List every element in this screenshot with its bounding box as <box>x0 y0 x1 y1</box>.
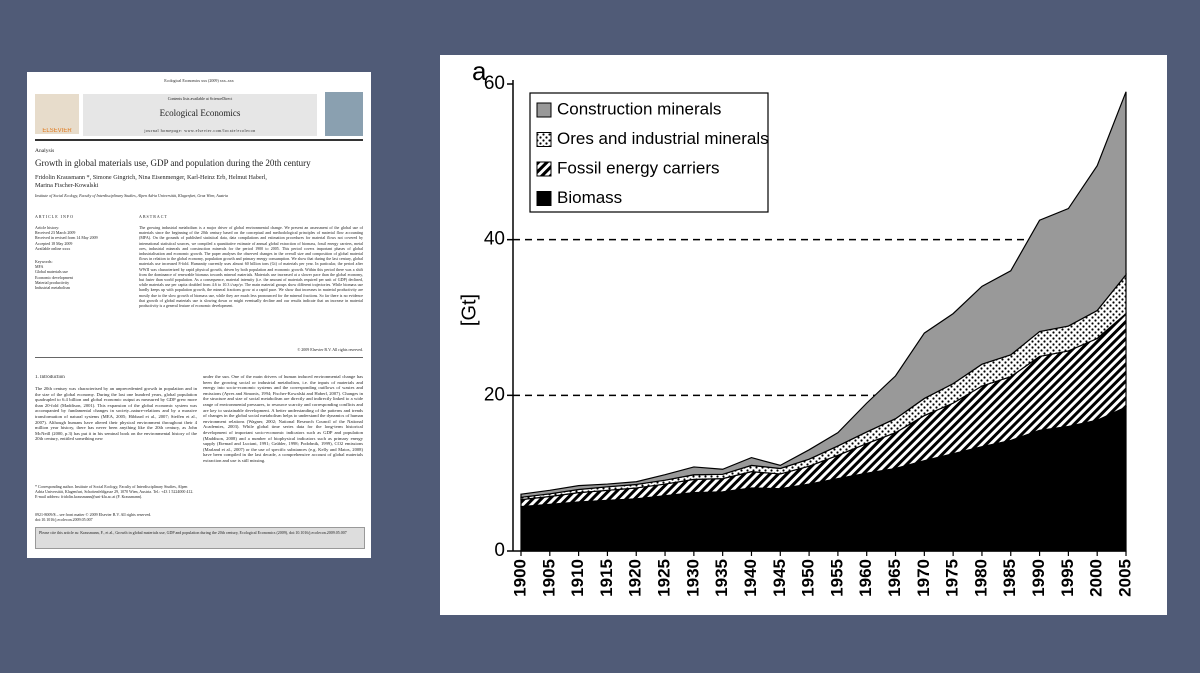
paper-page: Ecological Economics xxx (2009) xxx–xxx … <box>27 72 371 558</box>
legend-swatch <box>536 161 552 177</box>
list-item: Available online xxxx <box>35 245 71 251</box>
list-item: Accepted 18 May 2009 <box>35 240 73 246</box>
list-item: Industrial metabolism <box>35 285 70 291</box>
y-axis-label: [Gt] <box>458 294 480 326</box>
publisher: ELSEVIER <box>42 128 72 134</box>
x-tick-label: 1955 <box>827 559 846 597</box>
list-item: Global materials use <box>35 269 68 275</box>
x-tick-label: 1920 <box>626 559 645 597</box>
x-tick-label: 1930 <box>683 559 702 597</box>
panel-label: a <box>472 56 487 86</box>
rule <box>35 357 363 358</box>
y-tick-label: 60 <box>484 73 505 94</box>
legend: Construction minerals Ores and industrial… <box>529 92 769 213</box>
x-tick-label: 1960 <box>856 559 875 597</box>
running-head: Ecological Economics xxx (2009) xxx–xxx <box>164 78 234 83</box>
homepage: journal homepage: www.elsevier.com/locat… <box>144 128 256 133</box>
x-tick-label: 1945 <box>770 559 789 597</box>
x-tick-label: 1915 <box>597 559 616 597</box>
x-tick-label: 1905 <box>539 559 558 597</box>
x-tick-label: 1975 <box>943 559 962 597</box>
cite-box: Please cite this article as: Krausmann, … <box>35 527 365 549</box>
history: Article history: Received 23 March 2009 Re… <box>35 225 125 251</box>
intro-heading: 1. Introduction <box>35 375 65 380</box>
x-tick-label: 1900 <box>510 559 529 597</box>
keywords: Keywords: MFA Global materials use Economic… <box>35 259 125 290</box>
y-tick-label: 0 <box>494 540 505 561</box>
legend-box <box>529 92 769 213</box>
legend-label: Construction minerals <box>557 99 721 118</box>
x-tick-label: 1970 <box>914 559 933 597</box>
x-tick-label: 2005 <box>1115 559 1134 597</box>
x-tick-label: 1980 <box>971 559 990 597</box>
x-tick-label: 1910 <box>568 559 587 597</box>
paper-title: Growth in global materials use, GDP and … <box>35 158 311 168</box>
rule <box>35 139 363 141</box>
list-item: Article history: <box>35 225 60 230</box>
x-tick-label: 1965 <box>885 559 904 597</box>
y-tick-label: 40 <box>484 229 505 250</box>
area <box>520 91 1127 498</box>
abstract-heading: ABSTRACT <box>139 214 168 219</box>
publisher-logo <box>35 94 79 134</box>
y-tick-label: 20 <box>484 384 505 405</box>
footnote: * Corresponding author. Institute of Soc… <box>35 484 194 500</box>
intro-col1: The 20th century was characterised by an… <box>35 386 197 442</box>
contents-line: Contents lists available at ScienceDirec… <box>167 96 233 101</box>
list-item: MFA <box>35 264 44 270</box>
x-tick-label: 1950 <box>799 559 818 597</box>
legend-swatch <box>536 191 552 206</box>
legend-label: Biomass <box>557 188 622 207</box>
chart: a [Gt] 0 20 40 60 1900 1905 1910 1915 1920 1925 19… <box>458 56 1134 597</box>
x-tick-label: 1995 <box>1058 559 1077 597</box>
list-item: Received 23 March 2009 <box>35 230 76 236</box>
journal-name: Ecological Economics <box>159 108 241 118</box>
x-tick-label: 2000 <box>1087 559 1106 597</box>
list-item: Received in revised form 14 May 2009 <box>35 235 98 241</box>
legend-swatch <box>536 102 552 118</box>
article-info-heading: ARTICLE INFO <box>35 214 74 219</box>
list-item: Economic development <box>35 274 73 280</box>
issn: 0921-8009/$ – see front matter © 2009 El… <box>35 512 152 523</box>
affiliation: Institute of Social Ecology, Faculty of … <box>35 193 229 198</box>
abstract: The growing industrial metabolism is a m… <box>139 225 363 309</box>
authors: Fridolin Krausmann *, Simone Gingrich, N… <box>35 174 267 189</box>
legend-label: Ores and industrial minerals <box>557 129 769 148</box>
legend-swatch <box>536 132 552 147</box>
x-tick-label: 1925 <box>655 559 674 597</box>
chart-panel: a [Gt] 0 20 40 60 1900 1905 1910 1915 1920 1925 19… <box>440 55 1167 615</box>
x-tick-label: 1935 <box>712 559 731 597</box>
intro-col2: under the sun. One of the main drivers o… <box>203 374 363 463</box>
section: Analysis <box>35 148 55 154</box>
list-item: Keywords: <box>35 259 53 264</box>
journal-banner <box>83 94 317 136</box>
journal-cover <box>325 92 363 136</box>
list-item: Material productivity <box>35 279 70 285</box>
copyright: © 2009 Elsevier B.V. All rights reserved… <box>297 347 363 352</box>
x-tick-label: 1985 <box>1000 559 1019 597</box>
x-tick-label: 1990 <box>1029 559 1048 597</box>
x-tick-label: 1940 <box>741 559 760 597</box>
legend-label: Fossil energy carriers <box>557 158 720 177</box>
